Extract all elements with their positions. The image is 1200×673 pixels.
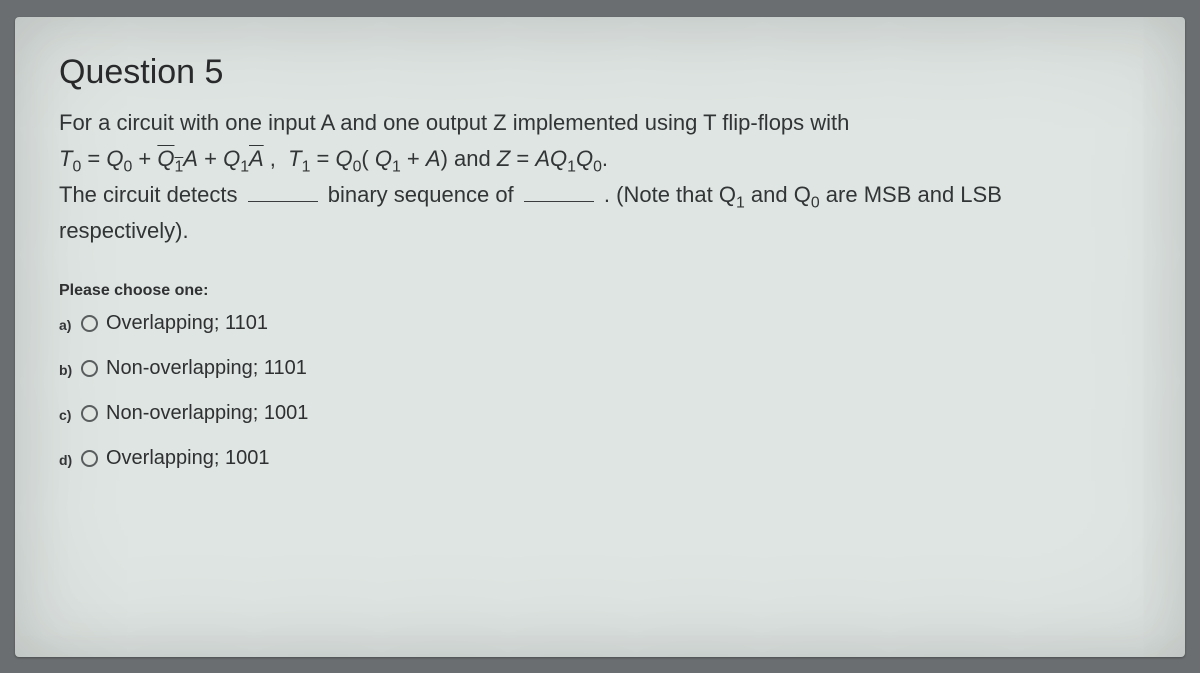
question-title: Question 5 (59, 53, 1141, 92)
radio-option-d[interactable] (81, 450, 98, 467)
q1-sub: 1 (736, 194, 745, 211)
option-letter: d) (59, 448, 81, 468)
question-formula: T0 = Q0 + Q1A + Q1A , T1 = Q0( Q1 + A) a… (59, 142, 1141, 176)
line3-post-a: . (Note that Q (604, 182, 736, 207)
line3-post-c: are MSB and LSB (826, 182, 1002, 207)
radio-option-b[interactable] (81, 360, 98, 377)
option-c[interactable]: c) Non-overlapping; 1001 (59, 402, 1141, 425)
option-label: Non-overlapping; 1001 (106, 402, 308, 425)
blank-2 (524, 181, 594, 202)
question-panel: Question 5 For a circuit with one input … (15, 17, 1185, 657)
option-label: Non-overlapping; 1101 (106, 357, 307, 380)
option-letter: c) (59, 403, 81, 423)
line3-pre: The circuit detects (59, 182, 238, 207)
blank-1 (248, 181, 318, 202)
question-body: For a circuit with one input A and one o… (59, 106, 1141, 248)
question-line-1: For a circuit with one input A and one o… (59, 106, 1141, 140)
radio-option-c[interactable] (81, 405, 98, 422)
q0-sub: 0 (811, 194, 820, 211)
option-letter: a) (59, 313, 81, 333)
option-a[interactable]: a) Overlapping; 1101 (59, 312, 1141, 335)
line3-post-b: and Q (751, 182, 811, 207)
option-label: Overlapping; 1001 (106, 447, 269, 470)
choose-prompt: Please choose one: (59, 282, 1141, 300)
radio-option-a[interactable] (81, 315, 98, 332)
question-line-4: respectively). (59, 214, 1141, 248)
line3-mid: binary sequence of (328, 182, 514, 207)
option-letter: b) (59, 358, 81, 378)
option-label: Overlapping; 1101 (106, 312, 268, 335)
option-b[interactable]: b) Non-overlapping; 1101 (59, 357, 1141, 380)
option-d[interactable]: d) Overlapping; 1001 (59, 447, 1141, 470)
question-line-3: The circuit detects binary sequence of .… (59, 178, 1141, 212)
